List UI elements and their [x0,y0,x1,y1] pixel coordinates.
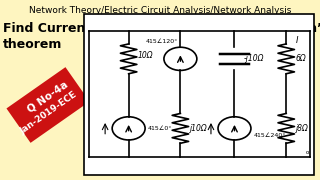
Text: j10Ω: j10Ω [190,124,208,133]
Text: 6Ω: 6Ω [296,54,306,63]
Text: theorem: theorem [3,38,62,51]
Text: -j10Ω: -j10Ω [244,54,264,63]
Text: Q No-4a: Q No-4a [26,79,70,115]
Text: Find Current through (6+j8)Ω, using Millman’s: Find Current through (6+j8)Ω, using Mill… [3,22,320,35]
Text: j8Ω: j8Ω [296,124,308,133]
Text: Jan-2019-ECE: Jan-2019-ECE [18,90,78,136]
Text: Network Theory/Electric Circuit Analysis/Network Analysis: Network Theory/Electric Circuit Analysis… [29,6,291,15]
Text: 10Ω: 10Ω [138,51,154,60]
Text: o: o [306,150,309,155]
Text: 415∠120°: 415∠120° [146,39,178,44]
Text: I: I [296,36,298,45]
Polygon shape [6,67,90,143]
Text: 415∠240°: 415∠240° [253,133,286,138]
Text: 415∠0°: 415∠0° [148,126,172,131]
